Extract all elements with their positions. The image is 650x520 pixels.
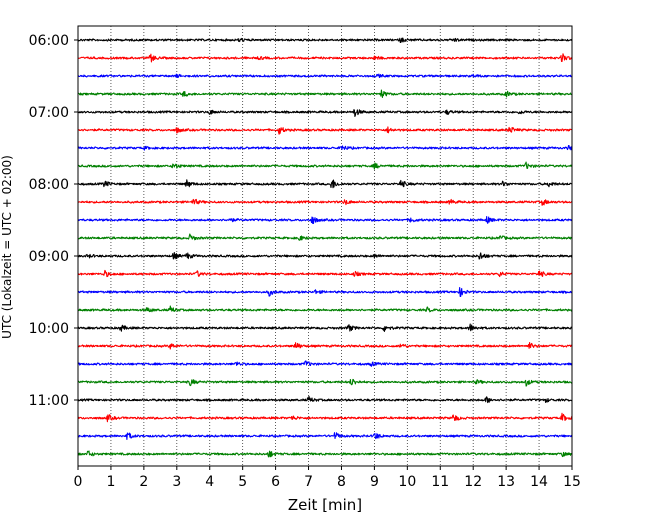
y-tick-label: 07:00 (29, 105, 69, 121)
x-tick-label: 1 (106, 474, 115, 490)
x-tick-label: 15 (563, 474, 581, 490)
y-axis-ticks: 06:00 07:00 08:00 09:00 10:00 11:00 (29, 33, 78, 409)
trace-0645 (77, 89, 573, 98)
x-tick-label: 0 (74, 474, 83, 490)
x-tick-label: 11 (431, 474, 449, 490)
plot-frame (77, 25, 573, 467)
x-tick-label: 10 (398, 474, 416, 490)
trace-1015 (77, 342, 573, 350)
trace-0830 (77, 215, 573, 225)
trace-0845 (77, 233, 573, 241)
trace-1100 (77, 395, 573, 404)
y-tick-label: 08:00 (29, 177, 69, 193)
trace-1000 (77, 323, 573, 332)
trace-0745 (77, 161, 573, 170)
traces (77, 37, 573, 458)
x-tick-label: 5 (238, 474, 247, 490)
x-tick-label: 3 (172, 474, 181, 490)
trace-0930 (77, 286, 573, 298)
x-tick-label: 9 (370, 474, 379, 490)
trace-0615 (77, 53, 573, 63)
trace-1045 (77, 378, 573, 387)
trace-0600 (77, 37, 573, 44)
y-axis-label: UTC (Lokalzeit = UTC + 02:00) (0, 155, 14, 339)
trace-0700 (77, 109, 573, 117)
y-tick-label: 10:00 (29, 321, 69, 337)
x-tick-label: 8 (337, 474, 346, 490)
x-axis-label: Zeit [min] (288, 496, 362, 514)
trace-0900 (77, 252, 573, 260)
x-tick-label: 7 (304, 474, 313, 490)
trace-0630 (77, 73, 573, 79)
x-axis-ticks: 0 1 2 3 4 5 6 7 8 9 10 11 12 13 14 15 (74, 466, 581, 490)
trace-0730 (77, 144, 573, 151)
trace-1030 (77, 360, 573, 367)
trace-1115 (77, 412, 573, 423)
trace-0945 (77, 305, 573, 313)
trace-0800 (77, 179, 573, 189)
vertical-grid (110, 26, 540, 466)
y-tick-label: 11:00 (29, 393, 69, 409)
x-tick-label: 14 (530, 474, 548, 490)
y-tick-label: 09:00 (29, 249, 69, 265)
x-tick-label: 4 (205, 474, 214, 490)
trace-0815 (77, 198, 573, 206)
trace-1130 (77, 432, 573, 441)
y-tick-label: 06:00 (29, 33, 69, 49)
x-tick-label: 2 (139, 474, 148, 490)
trace-0915 (77, 269, 573, 278)
x-tick-label: 13 (497, 474, 515, 490)
trace-1145 (77, 450, 573, 458)
trace-0715 (77, 126, 573, 135)
x-tick-label: 12 (464, 474, 482, 490)
x-tick-label: 6 (271, 474, 280, 490)
